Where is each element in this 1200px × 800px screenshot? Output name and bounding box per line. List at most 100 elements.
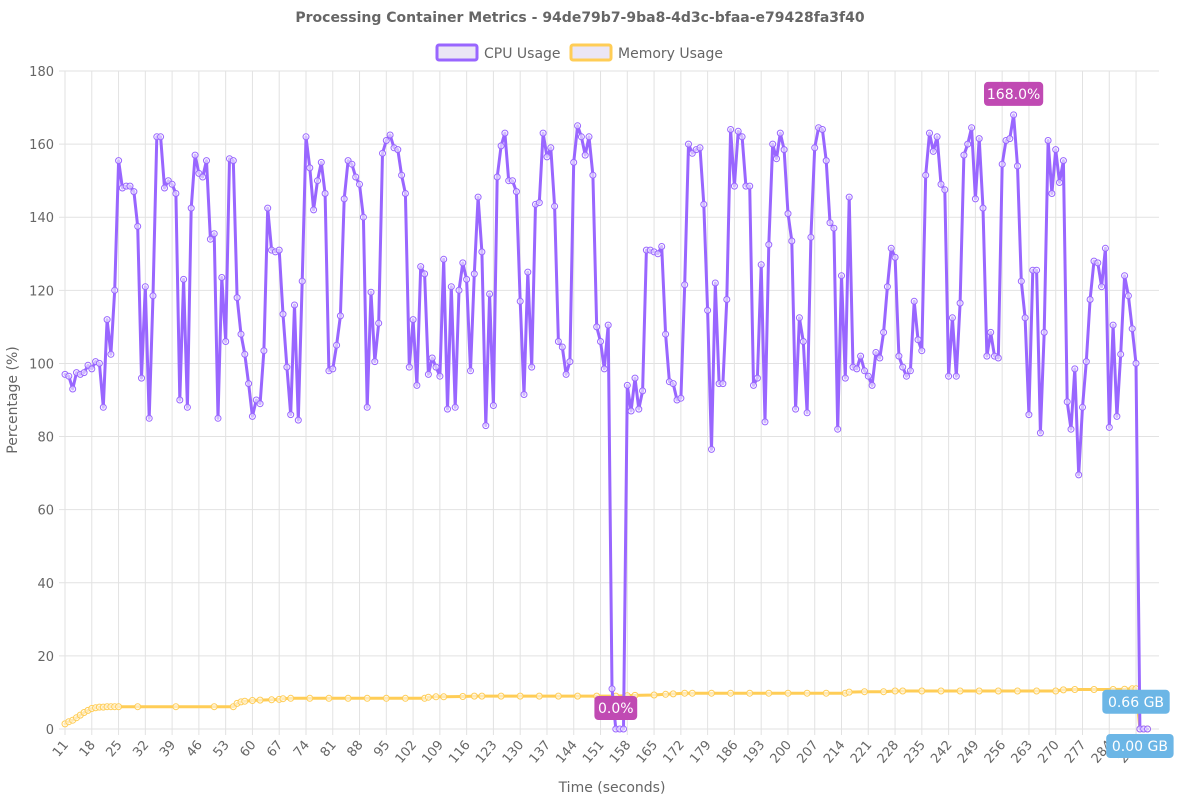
data-point [310,206,318,214]
data-point [509,177,516,185]
data-point [398,171,406,179]
x-tick-label: 172 [660,738,687,767]
data-point [306,164,314,172]
data-point [470,270,478,278]
data-point [581,151,589,159]
data-point [1067,425,1075,433]
data-point [948,314,956,322]
data-point [352,173,360,181]
data-point [956,299,964,307]
data-point [363,403,371,411]
data-point [822,689,830,697]
y-tick-label: 80 [37,431,54,446]
x-tick-label: 137 [527,738,554,767]
legend-swatch-memory [569,43,613,62]
data-point [899,687,907,695]
data-point [734,127,742,135]
data-point [922,171,930,179]
data-point [857,352,865,360]
data-point [627,407,635,415]
legend-item-memory[interactable]: Memory Usage [569,43,723,62]
data-point [750,381,757,389]
data-point [880,688,888,696]
x-tick-label: 186 [714,738,741,767]
legend-item-cpu[interactable]: CPU Usage [435,43,561,62]
x-tick-label: 214 [821,738,848,767]
data-point [926,129,933,137]
data-point [260,347,268,355]
data-point [363,694,371,702]
data-point [746,182,754,190]
data-point [520,391,528,398]
data-point [222,338,230,345]
x-tick-label: 235 [901,738,928,767]
data-point [1033,687,1041,695]
data-point [776,129,784,137]
y-tick-label: 0 [46,723,54,738]
data-point [455,286,463,294]
data-point [623,381,631,389]
data-point [903,372,910,380]
data-point [994,354,1002,362]
x-tick-label: 53 [211,738,233,760]
data-point [570,158,578,166]
data-point [891,687,899,695]
x-tick-label: 263 [1009,738,1036,767]
data-point [478,248,486,256]
data-point [340,195,348,203]
x-tick-label: 67 [264,738,286,760]
data-point [237,330,245,338]
data-point [474,193,482,201]
data-point [845,688,853,696]
data-point [1144,725,1151,733]
x-tick-label: 130 [500,738,527,767]
data-point [107,350,115,358]
data-point [172,703,180,711]
x-tick-label: 95 [371,738,393,760]
data-point [662,690,670,698]
data-point [371,358,379,366]
data-point [497,692,505,700]
data-point [1109,321,1117,329]
data-point [367,288,375,296]
data-point [187,204,195,212]
data-point [788,237,796,245]
annotation-callout: 0.66 GB [1102,689,1170,714]
data-point [482,422,490,430]
data-point [784,689,792,697]
data-point [1101,244,1109,252]
data-point [899,363,907,371]
data-point [535,199,543,207]
data-point [795,314,803,322]
x-tick-label: 116 [446,738,473,767]
data-point [1010,111,1018,119]
data-point [895,352,903,360]
data-point [1006,135,1014,143]
data-point [880,328,888,336]
data-point [727,689,735,697]
data-point [585,133,593,141]
annotation-label: 0.66 GB [1108,695,1164,711]
data-point [1025,411,1033,419]
x-tick-label: 144 [553,738,580,767]
annotation-label: 0.00 GB [1112,739,1168,755]
data-point [191,151,199,159]
x-tick-label: 221 [848,738,875,767]
data-point [566,358,574,366]
data-point [168,180,176,188]
data-point [677,394,685,402]
data-point [459,693,467,700]
data-point [275,246,283,254]
data-point [535,692,543,700]
data-point [918,347,926,355]
data-point [945,372,953,380]
data-point [524,268,532,276]
data-point [799,338,807,345]
data-point [317,158,325,166]
data-point [248,697,256,704]
data-point [298,277,306,285]
data-point [359,213,367,221]
data-point [336,312,344,320]
data-point [501,129,509,137]
